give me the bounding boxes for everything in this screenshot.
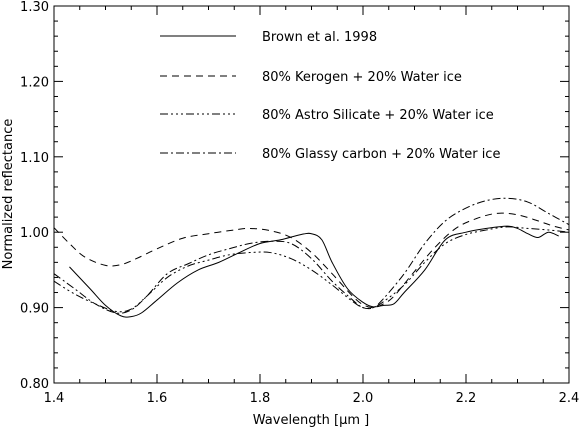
series-lines [53,197,570,318]
series-line-2 [53,212,570,309]
y-tick-label: 1.00 [20,226,49,241]
x-tick-label: 1.6 [147,391,168,406]
legend-label-4: 80% Glassy carbon + 20% Water ice [262,147,500,162]
y-tick-label: 1.10 [20,151,49,166]
legend-label-3: 80% Astro Silicate + 20% Water ice [262,108,494,123]
axis-ticks [53,5,570,384]
y-tick-label: 0.80 [20,377,49,392]
x-tick-label: 2.4 [559,391,580,406]
x-tick-label: 2.0 [353,391,374,406]
series-line-3 [53,226,570,313]
plot-frame [53,5,570,384]
legend: Brown et al. 1998 80% Kerogen + 20% Water… [160,30,500,162]
legend-label-1: Brown et al. 1998 [262,30,377,45]
y-tick-label: 1.20 [20,75,49,90]
y-tick-label: 0.90 [20,302,49,317]
tick-labels: 1.4 1.6 1.8 2.0 2.2 2.4 0.80 0.90 1.00 1.10 1.20 1.… [20,0,579,406]
y-axis-label: Normalized reflectance [1,119,16,270]
series-line-4 [53,197,570,314]
y-tick-label: 1.30 [20,0,49,15]
x-tick-label: 2.2 [456,391,477,406]
legend-label-2: 80% Kerogen + 20% Water ice [262,70,462,85]
x-tick-label: 1.8 [250,391,271,406]
x-tick-label: 1.4 [44,391,65,406]
x-axis-label: Wavelength [μm ] [253,413,369,428]
series-line-1 [69,225,559,318]
